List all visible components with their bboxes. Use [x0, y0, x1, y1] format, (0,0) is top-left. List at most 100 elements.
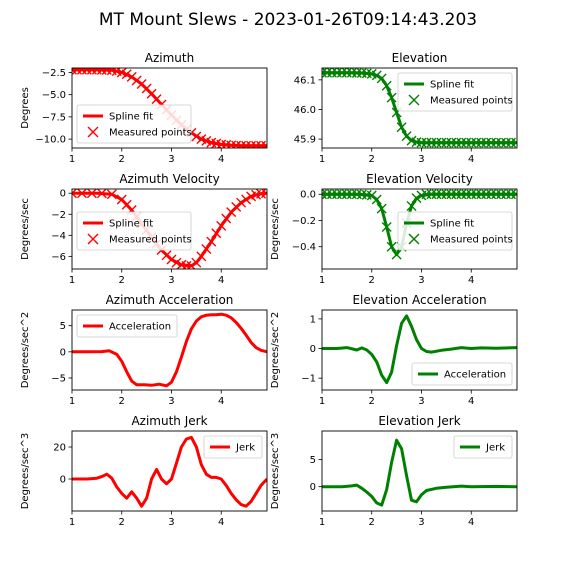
y-axis-label: Degrees/sec^2	[20, 312, 31, 389]
legend: Jerk	[453, 435, 513, 459]
measured-point-marker	[456, 189, 467, 200]
measured-point-marker	[106, 189, 117, 200]
measured-point-marker	[72, 189, 77, 199]
plot-area	[72, 435, 267, 508]
legend-label: Measured points	[430, 235, 513, 246]
measured-point-marker	[496, 137, 507, 148]
measured-point-marker	[431, 189, 442, 200]
legend-label: Jerk	[485, 443, 505, 454]
axes-frame	[71, 309, 268, 391]
y-tick-label: −5.0	[42, 90, 66, 101]
series-line	[322, 438, 517, 507]
measured-point-marker	[436, 189, 447, 200]
x-tick-label: 3	[168, 396, 174, 407]
measured-point-marker	[426, 137, 437, 148]
y-tick-label: −10.0	[35, 135, 66, 146]
measured-point-marker	[191, 257, 202, 268]
measured-point-marker	[376, 73, 387, 84]
x-tick-label: 1	[319, 154, 325, 165]
legend-box	[76, 314, 178, 338]
plot-area	[322, 438, 517, 507]
axes-frame	[321, 430, 518, 512]
measured-point-marker	[441, 189, 452, 200]
subplot-4: Elevation Velocity Degrees/sec 1 2 3 4 0.0 −0.2…	[270, 172, 518, 286]
measured-point-marker	[481, 137, 492, 148]
legend-box	[203, 435, 263, 459]
measured-point-marker	[451, 137, 462, 148]
y-axis-label: Degrees/sec	[20, 198, 31, 260]
measured-point-marker	[322, 189, 332, 200]
y-tick-label: −2	[51, 210, 66, 221]
measured-point-marker	[486, 137, 497, 148]
measured-point-marker	[416, 137, 427, 148]
measured-point-marker	[246, 140, 257, 148]
y-axis-label: Degrees/sec	[270, 198, 281, 260]
y-tick-label: −1	[301, 374, 316, 385]
measured-point-marker	[411, 193, 422, 204]
subplot-7: Azimuth Jerk Degrees/sec^3 1 2 3 4 20 0 Jerk	[20, 414, 268, 528]
legend-label: Jerk	[235, 443, 255, 454]
axes-frame	[71, 430, 268, 512]
measured-point-marker	[461, 137, 472, 148]
measured-point-marker	[386, 92, 397, 103]
x-tick-label: 1	[319, 275, 325, 286]
legend-box	[453, 435, 513, 459]
measured-point-marker	[326, 189, 337, 200]
x-tick-label: 1	[69, 517, 75, 528]
measured-point-marker	[236, 197, 247, 208]
measured-point-marker	[396, 122, 407, 133]
measured-point-marker	[341, 68, 352, 78]
series-line	[322, 192, 517, 257]
legend: Spline fit Measured points	[397, 211, 513, 251]
subplot-title: Azimuth Jerk	[131, 414, 207, 428]
legend: Spline fit Measured points	[76, 104, 192, 144]
subplot-title: Elevation Velocity	[366, 172, 473, 186]
measured-point-marker	[371, 194, 382, 205]
x-tick-label: 2	[119, 517, 125, 528]
measured-point-marker	[96, 189, 107, 199]
y-tick-label: −5	[51, 373, 66, 384]
x-tick-label: 2	[369, 396, 375, 407]
legend-marker-swatch	[408, 94, 420, 106]
subplot-title: Azimuth Velocity	[119, 172, 219, 186]
y-tick-label: −7.5	[42, 112, 66, 123]
x-tick-label: 3	[418, 275, 424, 286]
x-tick-label: 3	[168, 517, 174, 528]
y-tick-label: 0	[310, 344, 316, 355]
measured-point-marker	[351, 68, 362, 79]
x-tick-label: 1	[69, 154, 75, 165]
measured-point-marker	[381, 80, 392, 91]
subplot-title: Elevation Jerk	[378, 414, 460, 428]
y-tick-label: 0	[60, 189, 66, 200]
measured-point-marker	[471, 137, 482, 148]
subplot-title: Elevation	[392, 51, 448, 65]
legend-label: Measured points	[109, 235, 192, 246]
legend-box	[397, 72, 513, 112]
measured-point-marker	[322, 68, 327, 78]
measured-point-marker	[341, 189, 352, 200]
x-tick-label: 4	[218, 154, 224, 165]
axes-frame	[71, 67, 268, 149]
legend: Spline fit Measured points	[76, 211, 192, 251]
plot-area	[322, 68, 517, 148]
legend: Jerk	[203, 435, 263, 459]
measured-point-marker	[381, 222, 392, 233]
y-axis-label: Degrees/sec^2	[270, 312, 281, 389]
measured-point-marker	[476, 137, 487, 148]
legend-label: Spline fit	[109, 112, 153, 123]
legend-box	[76, 211, 192, 251]
legend-label: Spline fit	[430, 219, 474, 230]
subplot-1: Azimuth Degrees 1 2 3 4 −2.5 −5.0 −7.5 −10.0 Splin…	[20, 51, 268, 165]
measured-point-marker	[511, 189, 517, 200]
measured-point-marker	[76, 68, 87, 75]
y-axis-label: Degrees/sec^3	[20, 433, 31, 510]
measured-point-marker	[251, 140, 262, 148]
x-tick-label: 1	[69, 396, 75, 407]
legend-box	[411, 362, 513, 386]
measured-point-marker	[466, 137, 477, 148]
x-tick-label: 3	[168, 275, 174, 286]
measured-point-marker	[366, 190, 377, 201]
measured-point-marker	[206, 236, 217, 247]
measured-point-marker	[471, 189, 482, 200]
